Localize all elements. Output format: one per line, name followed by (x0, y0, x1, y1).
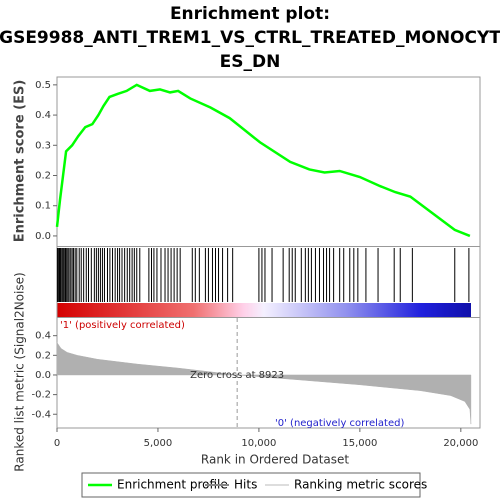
chart-title: Enrichment plot: (170, 4, 330, 24)
chart-title: ES_DN (220, 52, 281, 72)
legend-label: Ranking metric scores (294, 478, 427, 492)
y-tick-label: 0.5 (35, 80, 51, 91)
y-tick-label: 0.0 (35, 370, 51, 381)
x-tick-label: 0 (54, 438, 60, 449)
x-tick-label: 15,000 (342, 438, 377, 449)
legend-label: Enrichment profile (117, 478, 228, 492)
legend (81, 472, 421, 498)
y-tick-label: 0.4 (35, 331, 51, 342)
y-axis-label: Ranked list metric (Signal2Noise) (13, 272, 27, 471)
enrichment-line (55, 83, 471, 238)
y-tick-label: 0.0 (35, 231, 51, 242)
y-tick-label: -0.2 (31, 390, 51, 401)
y-tick-label: 0.2 (35, 350, 51, 361)
metric-area (56, 341, 472, 425)
y-tick-label: 0.2 (35, 171, 51, 182)
x-tick-label: 10,000 (241, 438, 276, 449)
rank-color-bar (57, 303, 471, 317)
positive-label: '1' (positively correlated) (60, 320, 185, 331)
y-tick-label: -0.4 (31, 409, 51, 420)
y-tick-label: 0.1 (35, 201, 51, 212)
legend-label: Hits (234, 478, 257, 492)
zero-cross-label: Zero cross at 8923 (190, 370, 284, 381)
y-tick-label: 0.4 (35, 110, 51, 121)
y-axis-label: Enrichment score (ES) (13, 80, 28, 243)
negative-label: '0' (negatively correlated) (275, 418, 404, 429)
chart-title: GSE9988_ANTI_TREM1_VS_CTRL_TREATED_MONOC… (0, 28, 500, 48)
x-axis-label: Rank in Ordered Dataset (201, 453, 349, 467)
y-tick-label: 0.3 (35, 140, 51, 151)
x-tick-label: 5,000 (144, 438, 173, 449)
x-tick-label: 20,000 (443, 438, 478, 449)
